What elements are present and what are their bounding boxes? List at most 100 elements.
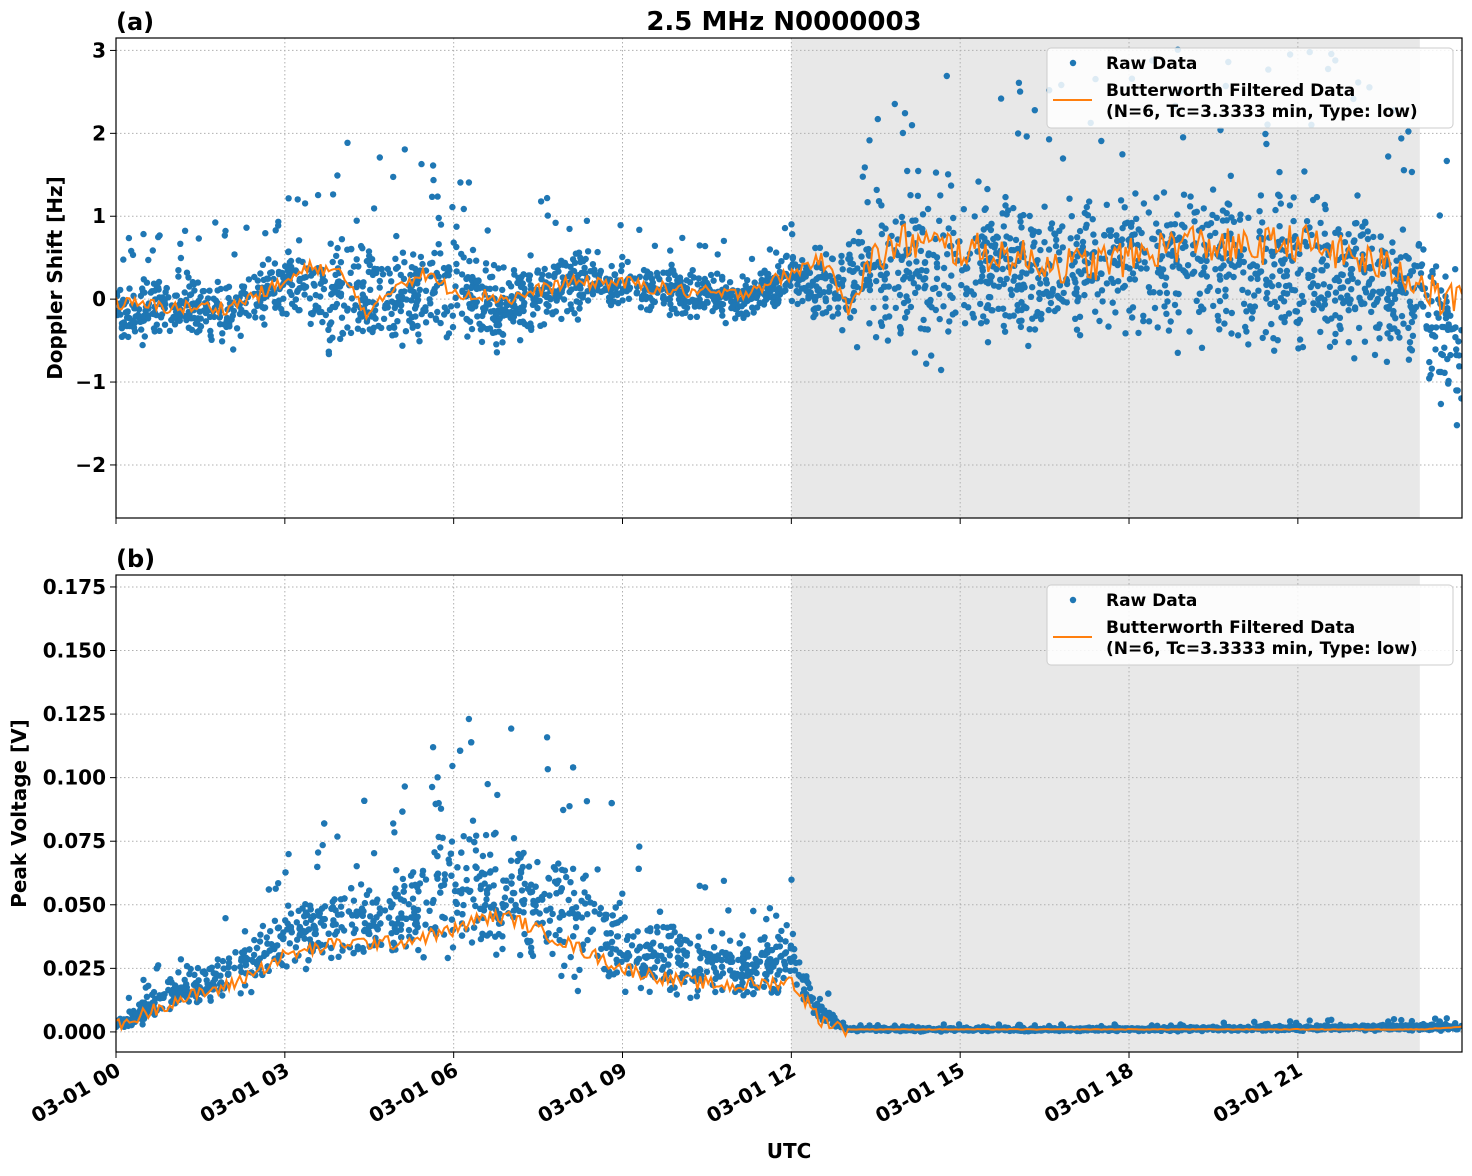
- raw-point: [578, 898, 584, 904]
- raw-point: [1337, 285, 1343, 291]
- raw-point: [667, 247, 673, 253]
- raw-point: [206, 288, 212, 294]
- legend-label: Raw Data: [1106, 54, 1197, 74]
- raw-point: [1386, 323, 1392, 329]
- raw-point: [553, 932, 559, 938]
- raw-point: [652, 299, 658, 305]
- raw-point: [773, 279, 779, 285]
- raw-point: [499, 339, 505, 345]
- raw-point: [1438, 401, 1444, 407]
- raw-point: [520, 909, 526, 915]
- raw-point: [803, 288, 809, 294]
- raw-point: [904, 268, 910, 274]
- raw-point: [436, 215, 442, 221]
- raw-point: [437, 889, 443, 895]
- raw-point: [575, 316, 581, 322]
- raw-point: [1406, 255, 1412, 261]
- raw-point: [450, 313, 456, 319]
- raw-point: [204, 977, 210, 983]
- raw-point: [808, 283, 814, 289]
- raw-point: [1287, 202, 1293, 208]
- raw-point: [1130, 270, 1136, 276]
- raw-point: [658, 943, 664, 949]
- raw-point: [909, 218, 915, 224]
- raw-point: [142, 1001, 148, 1007]
- raw-point: [619, 891, 625, 897]
- raw-point: [381, 316, 387, 322]
- raw-point: [1375, 296, 1381, 302]
- raw-point: [563, 874, 569, 880]
- raw-point: [362, 900, 368, 906]
- raw-point: [667, 312, 673, 318]
- raw-point: [937, 316, 943, 322]
- raw-point: [493, 952, 499, 958]
- raw-point: [835, 274, 841, 280]
- raw-point: [1226, 201, 1232, 207]
- raw-point: [1037, 247, 1043, 253]
- raw-point: [744, 311, 750, 317]
- raw-point: [1257, 228, 1263, 234]
- raw-point: [402, 146, 408, 152]
- raw-point: [764, 272, 770, 278]
- raw-point: [684, 952, 690, 958]
- raw-point: [492, 285, 498, 291]
- raw-point: [1332, 230, 1338, 236]
- raw-point: [687, 272, 693, 278]
- raw-point: [483, 896, 489, 902]
- raw-point: [773, 913, 779, 919]
- raw-point: [866, 320, 872, 326]
- raw-point: [1245, 289, 1251, 295]
- y-tick-label: 3: [92, 38, 106, 62]
- raw-point: [114, 290, 120, 296]
- raw-point: [979, 273, 985, 279]
- raw-point: [884, 270, 890, 276]
- raw-point: [988, 243, 994, 249]
- raw-point: [1013, 237, 1019, 243]
- raw-point: [457, 179, 463, 185]
- raw-point: [320, 842, 326, 848]
- raw-point: [1267, 301, 1273, 307]
- raw-point: [1445, 378, 1451, 384]
- raw-point: [1181, 192, 1187, 198]
- raw-point: [440, 835, 446, 841]
- raw-point: [566, 803, 572, 809]
- legend-raw-marker: [1070, 60, 1076, 66]
- raw-point: [670, 924, 676, 930]
- raw-point: [410, 251, 416, 257]
- raw-point: [1164, 290, 1170, 296]
- raw-point: [265, 256, 271, 262]
- raw-point: [702, 884, 708, 890]
- raw-point: [275, 222, 281, 228]
- raw-point: [949, 295, 955, 301]
- raw-point: [1371, 302, 1377, 308]
- raw-point: [1389, 249, 1395, 255]
- raw-point: [763, 972, 769, 978]
- raw-point: [369, 899, 375, 905]
- raw-point: [950, 215, 956, 221]
- raw-point: [570, 256, 576, 262]
- raw-point: [260, 262, 266, 268]
- raw-point: [175, 267, 181, 273]
- raw-point: [1221, 320, 1227, 326]
- raw-point: [202, 971, 208, 977]
- raw-point: [1194, 298, 1200, 304]
- raw-point: [1433, 324, 1439, 330]
- raw-point: [789, 231, 795, 237]
- raw-point: [243, 310, 249, 316]
- raw-point: [537, 298, 543, 304]
- raw-point: [1315, 283, 1321, 289]
- raw-point: [418, 254, 424, 260]
- raw-point: [774, 990, 780, 996]
- raw-point: [815, 305, 821, 311]
- raw-point: [355, 326, 361, 332]
- raw-point: [752, 279, 758, 285]
- raw-point: [838, 253, 844, 259]
- raw-point: [805, 980, 811, 986]
- raw-point: [511, 267, 517, 273]
- raw-point: [391, 829, 397, 835]
- raw-point: [1311, 291, 1317, 297]
- raw-point: [697, 242, 703, 248]
- raw-point: [1143, 265, 1149, 271]
- raw-point: [1030, 243, 1036, 249]
- raw-point: [835, 295, 841, 301]
